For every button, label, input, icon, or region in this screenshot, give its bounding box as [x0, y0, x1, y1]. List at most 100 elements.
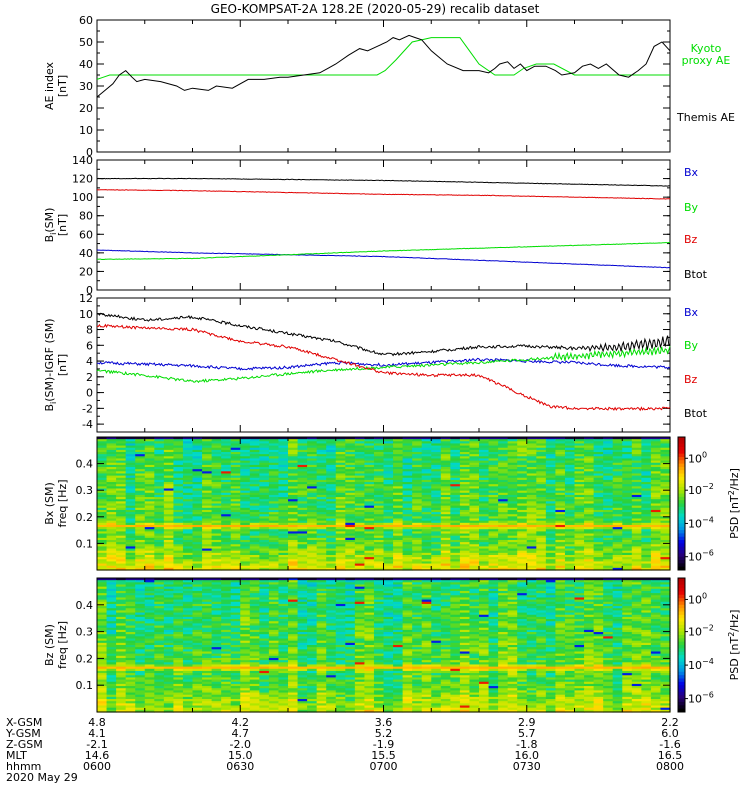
- ae-series-kyoto-proxy-ae: [96, 37, 670, 80]
- xaxis-value: -2.0: [230, 738, 251, 751]
- xaxis-value: -1.8: [516, 738, 537, 751]
- ae-legend-themis-ae: Themis AE: [676, 111, 735, 124]
- spec-bz-panel-colorbar-tick-label: 10−4: [688, 657, 714, 672]
- spec-bz-panel-y-tick-label: 0.4: [76, 599, 94, 612]
- db-panel-yunit: [nT]: [56, 354, 69, 376]
- xaxis-value: 14.6: [85, 749, 110, 762]
- b-panel-legend-bz: Bz: [684, 233, 698, 246]
- xaxis-value: 0730: [513, 760, 541, 773]
- db-panel-legend-bz: Bz: [684, 373, 698, 386]
- ae-series-themis-ae: [96, 34, 671, 98]
- db-panel-y-tick-label: 12: [79, 292, 93, 305]
- spec-bz-panel-y-tick-label: 0.3: [76, 626, 94, 639]
- xaxis-value: -1.9: [373, 738, 394, 751]
- b-panel-legend-btot: Btot: [684, 268, 708, 281]
- xaxis-value: 4.7: [232, 727, 250, 740]
- xaxis-value: 0630: [226, 760, 254, 773]
- spec-bx-panel-y-tick-label: 0.2: [76, 511, 94, 524]
- b-panel-yunit: [nT]: [56, 214, 69, 236]
- xaxis-value: 0600: [83, 760, 111, 773]
- spec-bz-panel-colorbar-frame: [677, 577, 686, 713]
- db-panel-series-btot: [96, 312, 671, 357]
- db-panel-legend-btot: Btot: [684, 407, 708, 420]
- ae-panel-y-tick-label: 40: [79, 58, 93, 71]
- ae-panel-y-tick-label: 30: [79, 80, 93, 93]
- xaxis-value: 16.5: [658, 749, 683, 762]
- b-panel-series-btot: [96, 177, 671, 187]
- xaxis-value: 0700: [370, 760, 398, 773]
- ae-legend-kyoto-proxy-ae: proxy AE: [682, 54, 731, 67]
- xaxis-row-label: hhmm: [6, 760, 41, 773]
- xaxis-value: 2.2: [661, 716, 679, 729]
- spec-bx-panel-colorbar-label: PSD [nT2/Hz]: [727, 468, 741, 539]
- db-panel-y-tick-label: 10: [79, 308, 93, 321]
- xaxis-value: 0800: [656, 760, 684, 773]
- xaxis-value: 4.2: [232, 716, 250, 729]
- xaxis-value: -2.1: [86, 738, 107, 751]
- spec-bx-panel-ylabel: Bx (SM): [43, 482, 56, 525]
- db-panel-series-by: [96, 345, 671, 384]
- db-panel-y-tick-label: -4: [82, 418, 93, 431]
- db-panel-series-bz: [96, 323, 671, 412]
- xaxis-date: 2020 May 29: [6, 771, 78, 784]
- ae-panel-y-tick-label: 10: [79, 124, 93, 137]
- db-panel-y-tick-label: 2: [86, 371, 93, 384]
- xaxis-value: 4.1: [88, 727, 106, 740]
- xaxis-value: 16.0: [515, 749, 540, 762]
- ae-panel-frame: [96, 19, 671, 153]
- spec-bx-panel-colorbar-tick-label: 100: [688, 450, 707, 465]
- spec-bz-panel-colorbar-tick-label: 10−6: [688, 691, 714, 706]
- xaxis-row-label: MLT: [6, 749, 27, 762]
- db-panel-y-tick-label: 8: [86, 324, 93, 337]
- xaxis-value: 2.9: [518, 716, 536, 729]
- spec-bx-panel-yunit: freq [Hz]: [56, 479, 69, 527]
- b-panel-legend-bx: Bx: [684, 166, 699, 179]
- spec-bz-panel-y-tick-label: 0.1: [76, 679, 94, 692]
- spec-bx-panel-y-tick-label: 0.3: [76, 484, 94, 497]
- ae-panel-y-tick-label: 20: [79, 102, 93, 115]
- db-panel-y-tick-label: 6: [86, 339, 93, 352]
- spec-bx-panel-colorbar-tick-label: 10−2: [688, 482, 714, 497]
- spec-bz-panel-colorbar-tick-label: 10−2: [688, 624, 714, 639]
- spec-bx-panel-y-tick-label: 0.1: [76, 537, 94, 550]
- xaxis-value: 15.5: [371, 749, 396, 762]
- xaxis-value: 15.0: [228, 749, 253, 762]
- b-panel-y-tick-label: 120: [72, 173, 93, 186]
- b-panel-y-tick-label: 60: [79, 228, 93, 241]
- spec-bz-panel-colorbar: [678, 578, 685, 713]
- db-panel-y-tick-label: 4: [86, 355, 93, 368]
- xaxis-row-label: Z-GSM: [6, 738, 43, 751]
- b-panel-y-tick-label: 40: [79, 247, 93, 260]
- spec-bz-panel-image: [97, 578, 671, 713]
- ae-panel-ylabel: AE index: [43, 61, 56, 110]
- spec-bz-panel-ylabel: Bz (SM): [43, 624, 56, 666]
- xaxis-value: 5.2: [375, 727, 393, 740]
- xaxis-value: 4.8: [88, 716, 106, 729]
- xaxis-value: 6.0: [661, 727, 679, 740]
- spec-bx-panel-y-tick-label: 0.4: [76, 458, 94, 471]
- ae-legend-kyoto-proxy-ae: Kyoto: [691, 42, 722, 55]
- db-panel-legend-by: By: [684, 339, 699, 352]
- spec-bz-panel-yunit: freq [Hz]: [56, 621, 69, 669]
- b-panel-y-tick-label: 80: [79, 210, 93, 223]
- b-panel-series-by: [96, 242, 670, 261]
- b-panel-legend-by: By: [684, 201, 699, 214]
- xaxis-row-label: X-GSM: [6, 716, 42, 729]
- b-panel-series-bx: [96, 249, 671, 269]
- db-panel-series-bx: [96, 357, 671, 371]
- db-panel-y-tick-label: 0: [86, 387, 93, 400]
- b-panel-y-tick-label: 0: [86, 284, 93, 297]
- db-panel-legend-bx: Bx: [684, 306, 699, 319]
- ae-panel-y-tick-label: 50: [79, 36, 93, 49]
- ae-panel-y-tick-label: 60: [79, 14, 93, 27]
- spec-bx-panel-colorbar-tick-label: 10−4: [688, 515, 714, 530]
- xaxis-value: 5.7: [518, 727, 536, 740]
- b-panel-ylabel: Bi(SM): [43, 208, 58, 243]
- spec-bx-panel-image: [97, 437, 671, 571]
- xaxis-row-label: Y-GSM: [5, 727, 41, 740]
- spec-bz-panel-y-tick-label: 0.2: [76, 652, 94, 665]
- spec-bz-panel-colorbar-label: PSD [nT2/Hz]: [727, 610, 741, 681]
- spec-bz-panel-colorbar-tick-label: 100: [688, 591, 707, 606]
- ae-panel-y-tick-label: 0: [86, 146, 93, 159]
